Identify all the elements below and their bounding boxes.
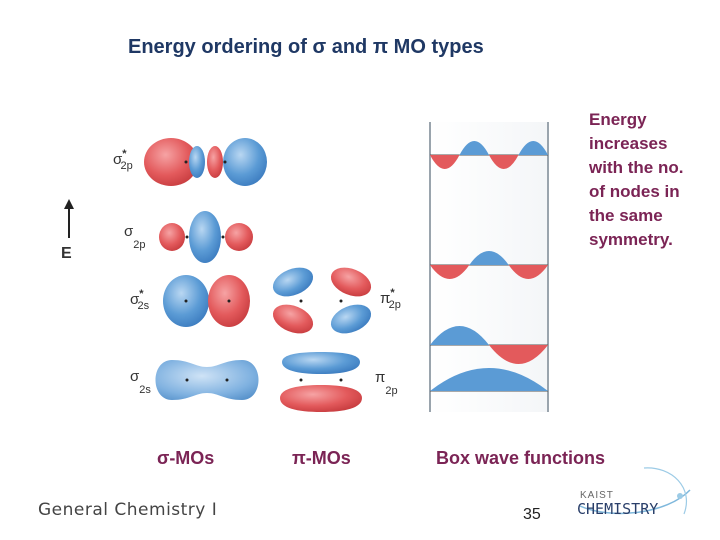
nucleus-dot (225, 378, 229, 382)
pi-label-sub: 2p (389, 299, 401, 311)
logo-swoosh (643, 467, 687, 515)
logo-main-text: CHEMISTRY (577, 500, 658, 518)
nucleus-dot (339, 299, 343, 303)
orbital-lobe-red (280, 385, 362, 412)
orbital-lobe-blue (189, 211, 221, 263)
orbital-lobe-red (225, 223, 253, 251)
pi-label-star: * (390, 287, 395, 299)
wave-lobe-blue (459, 141, 489, 155)
kaist-chemistry-logo: KAIST CHEMISTRY (577, 467, 691, 518)
wave-lobe-red (489, 155, 519, 169)
box-wave-n2 (430, 326, 548, 364)
pi-2p-orbital (280, 352, 362, 412)
nucleus-dot (221, 235, 225, 239)
sigma-label-base: σ (130, 368, 140, 385)
wave-lobe-red (489, 345, 548, 364)
orbital-lobe-blue (155, 360, 259, 400)
sigma-label-base: σ (124, 223, 134, 240)
pi-2p-label: π2p (375, 369, 398, 397)
sigma-star-2s-orbital (163, 275, 250, 327)
nucleus-dot (184, 299, 188, 303)
nucleus-dot (299, 299, 303, 303)
orbital-lobe-blue (330, 304, 372, 334)
wave-lobe-red (430, 265, 470, 279)
orbital-lobe-blue (223, 138, 267, 186)
sigma-label-base: σ (130, 291, 140, 308)
sigma-level-label: σ* 2s (130, 288, 150, 312)
sigma-label-sub: 2p (121, 160, 133, 172)
svg-text:σ*2p: σ* 2p (113, 148, 133, 172)
orbital-lobe-red (144, 138, 198, 186)
sigma-label-star: * (122, 148, 127, 160)
nucleus-dot (227, 299, 231, 303)
box-wave-n4 (430, 141, 548, 169)
nucleus-dot (299, 378, 303, 382)
box-wave-n3 (430, 251, 548, 279)
energy-note: Energy increases with the no. of nodes i… (589, 110, 684, 249)
wave-lobe-blue (430, 326, 489, 345)
nucleus-dot (185, 378, 189, 382)
orbital-lobe-red (207, 146, 223, 178)
energy-axis-label: E (61, 245, 72, 262)
pi-label-base: π (380, 290, 390, 307)
orbital-lobe-red (159, 223, 185, 251)
course-name: General Chemistry I (38, 500, 218, 520)
svg-text:σ*2s: σ* 2s (130, 288, 150, 312)
page-number: 35 (523, 506, 541, 523)
wave-lobe-red (508, 265, 548, 279)
nucleus-dot (184, 160, 188, 164)
orbital-lobe-blue (272, 267, 314, 297)
orbital-lobe-blue (189, 146, 205, 178)
wave-lobe-blue (469, 251, 509, 265)
sigma-mos-label: σ-MOs (157, 448, 215, 468)
sigma-level-label: σ2s (130, 368, 151, 396)
sigma-level-label: σ* 2p (113, 148, 133, 172)
svg-text:σ2s: σ2s (130, 368, 151, 396)
pi-mos-label: π-MOs (292, 448, 351, 468)
pi-star-2p-orbital (272, 267, 372, 334)
wave-lobe-blue (518, 141, 548, 155)
orbital-lobe-blue (282, 352, 360, 374)
orbital-lobe-red (330, 267, 372, 297)
box-wave-panel (429, 122, 549, 412)
svg-text:σ2p: σ2p (124, 223, 146, 251)
slide-title: Energy ordering of σ and π MO types (128, 36, 484, 58)
energy-arrow-head (64, 199, 74, 209)
sigma-level-label: σ2p (124, 223, 146, 251)
nucleus-dot (185, 235, 189, 239)
box-wave-label: Box wave functions (436, 448, 606, 468)
logo-dot (677, 493, 683, 499)
pi-star-2p-label: π* 2p (380, 287, 401, 311)
sigma-star-2p-orbital (144, 138, 267, 186)
sigma-2s-orbital (155, 360, 259, 400)
nucleus-dot (339, 378, 343, 382)
pi-label-base: π (375, 369, 385, 386)
wave-lobe-red (430, 155, 460, 169)
pi-label-sub: 2p (385, 385, 397, 397)
nucleus-dot (223, 160, 227, 164)
orbital-lobe-red (272, 304, 314, 334)
sigma-label-sub: 2s (139, 384, 151, 396)
box-wave-n1 (430, 368, 548, 392)
sigma-2p-orbital (159, 211, 253, 263)
wave-lobe-blue (430, 368, 548, 391)
sigma-label-base: σ (113, 151, 123, 168)
logo-top-text: KAIST (580, 490, 614, 501)
sigma-label-star: * (139, 288, 144, 300)
energy-axis: E (61, 199, 74, 262)
sigma-label-sub: 2p (133, 239, 145, 251)
sigma-label-sub: 2s (138, 300, 150, 312)
